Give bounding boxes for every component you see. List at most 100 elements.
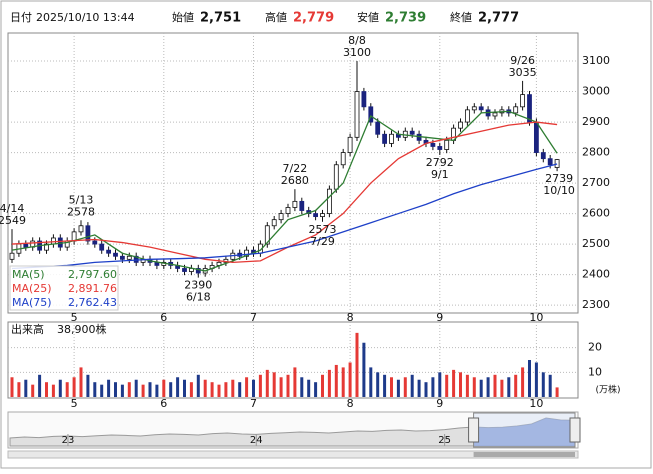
y-tick-label: 20 bbox=[588, 341, 602, 354]
legend-value: 2,891.76 bbox=[68, 282, 117, 295]
volume-bar bbox=[327, 369, 331, 397]
candle-body bbox=[182, 268, 187, 272]
candle-body bbox=[354, 91, 360, 138]
annotation-date: 9/26 bbox=[510, 54, 535, 67]
volume-bar bbox=[93, 382, 97, 397]
window-handle[interactable] bbox=[468, 417, 480, 443]
volume-bar bbox=[507, 377, 511, 397]
navigator-area bbox=[9, 417, 576, 447]
low-value: 2,739 bbox=[385, 11, 426, 26]
y-tick-label: 2900 bbox=[582, 115, 610, 128]
candle-body bbox=[361, 91, 367, 108]
ma-line bbox=[11, 163, 558, 270]
candle-body bbox=[444, 139, 450, 150]
high-value: 2,779 bbox=[293, 11, 334, 26]
y-tick-label: 2800 bbox=[582, 146, 610, 159]
annotation-date: 4/14 bbox=[0, 202, 24, 215]
annotation-date: 9/1 bbox=[431, 168, 449, 181]
candle-body bbox=[292, 200, 298, 208]
volume-bar bbox=[341, 367, 345, 397]
volume-bar bbox=[293, 367, 297, 397]
x-tick-label: 10 bbox=[529, 311, 543, 324]
volume-bar bbox=[272, 372, 276, 397]
y-tick-label: 2600 bbox=[582, 207, 610, 220]
window-handle[interactable] bbox=[569, 417, 581, 443]
candle-body bbox=[9, 252, 15, 260]
volume-bar bbox=[238, 382, 242, 397]
volume-title: 出来高 bbox=[11, 322, 44, 336]
x-tick-label: 9 bbox=[436, 397, 443, 410]
volume-bar bbox=[17, 382, 21, 397]
candle-body bbox=[527, 94, 532, 123]
legend-value: 2,797.60 bbox=[68, 268, 117, 281]
candle-body bbox=[409, 130, 415, 135]
scrollbar[interactable] bbox=[7, 450, 579, 459]
volume-bar bbox=[383, 374, 387, 397]
annotation-value: 3100 bbox=[343, 46, 371, 59]
volume-bar bbox=[203, 379, 207, 397]
navigator-window bbox=[473, 418, 575, 446]
volume-bar bbox=[348, 362, 352, 397]
volume-bar bbox=[120, 384, 124, 397]
candle-body bbox=[299, 200, 305, 211]
volume-bar bbox=[465, 374, 469, 397]
scroll-thumb[interactable] bbox=[473, 452, 575, 457]
candle-body bbox=[313, 213, 318, 218]
volume-bar bbox=[424, 382, 428, 397]
open-value: 2,751 bbox=[200, 11, 241, 26]
volume-bar bbox=[169, 382, 173, 397]
volume-panel bbox=[7, 321, 579, 399]
volume-bar bbox=[189, 382, 193, 397]
volume-unit: (万株) bbox=[595, 384, 620, 396]
volume-bar bbox=[79, 367, 83, 397]
annotation-date: 7/22 bbox=[283, 162, 308, 175]
volume-bar bbox=[314, 382, 318, 397]
annotation-date: 6/18 bbox=[186, 291, 211, 304]
volume-bar bbox=[100, 384, 104, 397]
candle-body bbox=[492, 112, 498, 117]
volume-bar bbox=[514, 374, 518, 397]
volume-bar bbox=[134, 379, 138, 397]
annotation-value: 2390 bbox=[184, 279, 212, 292]
volume-bar bbox=[403, 377, 407, 397]
x-tick-label: 7 bbox=[250, 397, 257, 410]
volume-bar bbox=[114, 382, 118, 397]
candle-body bbox=[471, 106, 477, 111]
annotation-date: 8/8 bbox=[348, 34, 366, 47]
open-label: 始値 bbox=[172, 10, 194, 24]
volume-bar bbox=[65, 382, 69, 397]
volume-bar bbox=[479, 379, 483, 397]
volume-bar bbox=[182, 379, 186, 397]
x-tick-label: 10 bbox=[529, 397, 543, 410]
annotation-value: 2578 bbox=[67, 205, 95, 218]
y-tick-label: 2500 bbox=[582, 237, 610, 250]
volume-bar bbox=[210, 382, 214, 397]
candle-body bbox=[264, 225, 270, 245]
annotation-date: 10/10 bbox=[543, 184, 575, 197]
volume-bar bbox=[486, 377, 490, 397]
candle-body bbox=[333, 164, 339, 190]
candle-body bbox=[244, 249, 249, 257]
volume-bar bbox=[417, 379, 421, 397]
volume-bar bbox=[196, 374, 200, 397]
volume-bar bbox=[527, 360, 531, 397]
volume-bar bbox=[286, 374, 290, 397]
y-tick-label: 3000 bbox=[582, 85, 610, 98]
high-label: 高値 bbox=[265, 10, 287, 24]
candle-body bbox=[85, 225, 91, 242]
volume-bar bbox=[231, 379, 235, 397]
x-tick-label: 6 bbox=[160, 397, 167, 410]
volume-bar bbox=[431, 377, 435, 397]
annotation-value: 2573 bbox=[308, 223, 336, 236]
volume-bar bbox=[24, 379, 28, 397]
date: 2025/10/10 13:44 bbox=[36, 11, 135, 24]
volume-bar bbox=[396, 379, 400, 397]
y-tick-label: 2300 bbox=[582, 298, 610, 311]
volume-bar bbox=[500, 379, 504, 397]
legend-name: MA(25) bbox=[12, 282, 52, 295]
x-tick-label: 8 bbox=[347, 311, 354, 324]
x-tick-label: 7 bbox=[250, 311, 257, 324]
volume-bar bbox=[376, 372, 380, 397]
volume-bar bbox=[355, 332, 359, 397]
candle-body bbox=[513, 106, 519, 114]
